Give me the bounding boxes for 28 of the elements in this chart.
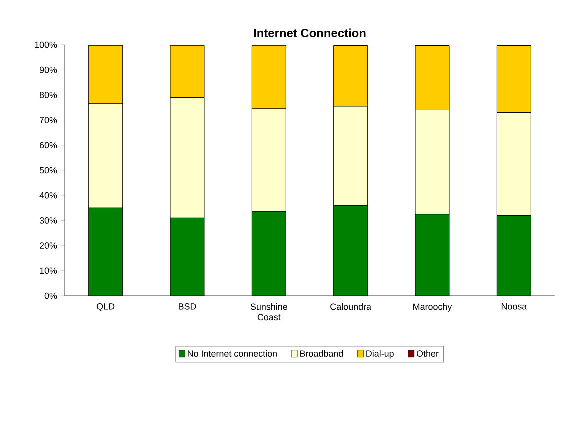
y-tick-label: 30% bbox=[40, 218, 58, 224]
x-tick-label: Caloundra bbox=[330, 304, 372, 310]
x-tick-label: Maroochy bbox=[414, 304, 452, 312]
x-tick-label: BSD bbox=[179, 304, 196, 310]
y-tick-label: 80% bbox=[40, 92, 58, 98]
legend-label: Dial-up bbox=[366, 350, 394, 359]
y-tick-label: 0% bbox=[44, 292, 58, 300]
bar bbox=[252, 212, 286, 296]
x-tick-label: Sunshine Coast bbox=[250, 304, 288, 321]
y-tick-label: 60% bbox=[40, 142, 58, 149]
y-tick-label: 90% bbox=[40, 66, 58, 74]
bar bbox=[88, 208, 123, 296]
chart-title: Internet Connection bbox=[254, 28, 366, 38]
legend-label: No Internet connection bbox=[188, 350, 277, 357]
y-tick-label: 100% bbox=[35, 42, 58, 48]
bar bbox=[496, 215, 532, 296]
legend-label: Other bbox=[416, 350, 439, 357]
y-tick-label: 70% bbox=[40, 117, 58, 124]
y-tick-label: 10% bbox=[40, 268, 58, 274]
x-tick-label: Noosa bbox=[502, 304, 528, 310]
bar bbox=[170, 218, 204, 296]
x-tick-label: QLD bbox=[97, 304, 115, 312]
legend-label: Broadband bbox=[300, 350, 344, 357]
y-tick-label: 50% bbox=[40, 167, 58, 174]
y-tick-label: 40% bbox=[40, 192, 58, 199]
y-tick-label: 20% bbox=[40, 242, 58, 249]
bar bbox=[334, 206, 368, 296]
bar bbox=[416, 214, 450, 296]
